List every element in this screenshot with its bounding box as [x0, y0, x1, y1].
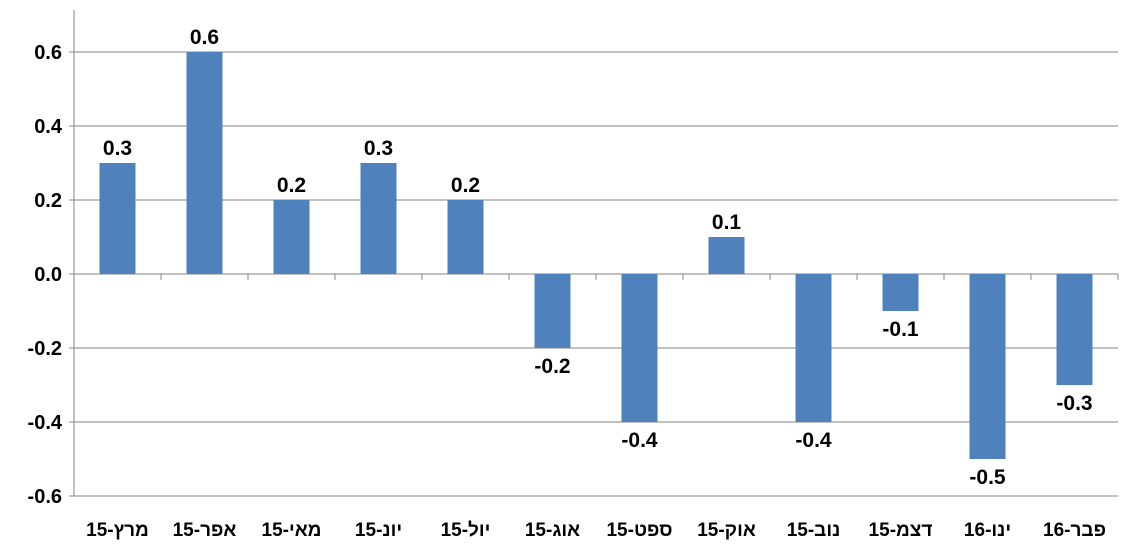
- data-label: 0.3: [364, 137, 393, 160]
- x-tick-label: מרץ-15: [86, 520, 149, 541]
- x-tick-label: אוג-15: [525, 520, 580, 541]
- x-tick-label: ספט-15: [606, 520, 672, 541]
- bar: [361, 163, 397, 274]
- x-tick-label: מאי-15: [262, 520, 322, 541]
- data-label: -0.4: [795, 429, 832, 452]
- bar: [274, 200, 310, 274]
- data-label: -0.3: [1056, 392, 1092, 415]
- x-tick-label: פבר-16: [1043, 520, 1106, 541]
- x-tick-label: יונ-15: [355, 520, 402, 541]
- data-labels: 0.3 0.6 0.2 0.3 0.2 -0.2 -0.4 0.1 -0.4 -0.1 -0.5 -0…: [103, 26, 1093, 489]
- bar: [709, 237, 745, 274]
- data-label: 0.1: [712, 211, 742, 234]
- y-tick-label: -0.6: [28, 486, 62, 508]
- data-label: 0.6: [190, 26, 219, 49]
- data-label: 0.2: [277, 174, 306, 197]
- x-tick-label: נוב-15: [787, 520, 841, 541]
- x-tick-label: ינו-16: [964, 520, 1011, 541]
- data-label: 0.3: [103, 137, 132, 160]
- data-label: -0.1: [882, 318, 919, 341]
- bar: [883, 274, 919, 311]
- data-label: 0.2: [451, 174, 480, 197]
- x-tick-label: אוק-15: [697, 520, 756, 541]
- bar: [1057, 274, 1093, 385]
- x-tick-label: דצמ-15: [869, 520, 933, 541]
- y-tick-label: -0.2: [28, 338, 62, 360]
- y-tick-label: 0.2: [34, 190, 62, 212]
- data-label: -0.5: [969, 466, 1006, 489]
- y-tick-label: 0.0: [34, 264, 62, 286]
- data-label: -0.4: [621, 429, 658, 452]
- data-label: -0.2: [534, 355, 570, 378]
- axes: [69, 10, 1118, 496]
- bar: [535, 274, 571, 348]
- bar: [622, 274, 658, 422]
- bar: [796, 274, 832, 422]
- x-tick-label: אפר-15: [173, 520, 237, 541]
- bar: [448, 200, 484, 274]
- y-tick-label: 0.4: [34, 116, 63, 138]
- x-tick-label: יול-15: [441, 520, 491, 541]
- bar: [187, 52, 223, 274]
- bars: [100, 52, 1093, 459]
- bar: [100, 163, 136, 274]
- y-tick-label: 0.6: [34, 42, 62, 64]
- bar: [970, 274, 1006, 459]
- y-tick-label: -0.4: [28, 412, 63, 434]
